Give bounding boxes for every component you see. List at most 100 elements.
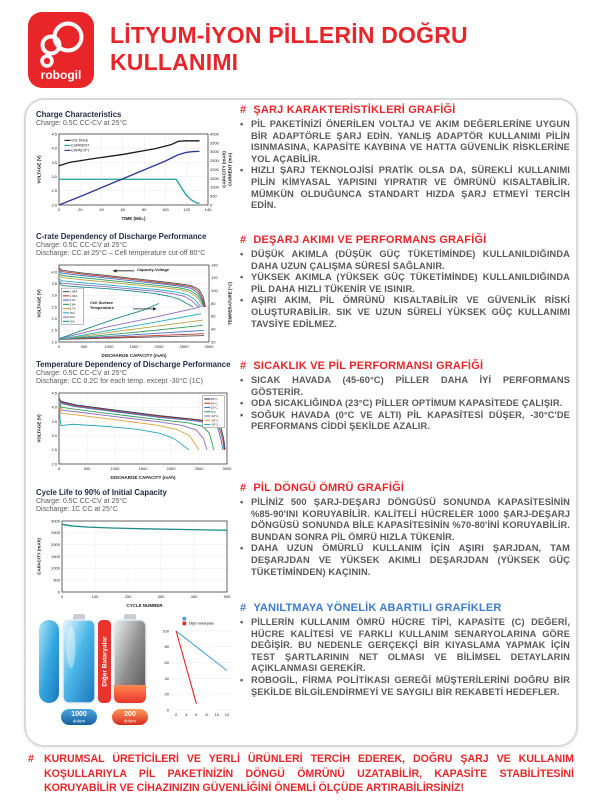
bullet-text: PİL PAKETİNİZİ ÖNERİLEN VOLTAJ VE AKIM D… [251, 119, 570, 164]
svg-text:0: 0 [61, 594, 64, 599]
svg-text:100: 100 [162, 628, 169, 633]
chart-block: C-rate Dependency of Discharge Performan… [36, 232, 234, 359]
good-battery-badge [61, 709, 97, 725]
svg-text:3000: 3000 [51, 518, 61, 523]
chart-block: Cycle Life to 90% of Initial Capacity Cha… [36, 488, 234, 609]
charge-characteristics-chart: 0 20 40 60 80 100 120 140 2.0 2.5 3.0 3.5 4.0 4.5 0 500… [37, 132, 233, 222]
svg-text:0: 0 [58, 207, 61, 212]
heading-text: PİL DÖNGÜ ÖMRÜ GRAFİĞİ [253, 482, 405, 494]
bullet-marker: • [240, 295, 244, 306]
bullet-text: AŞIRI AKIM, PİL ÖMRÜNÜ KISALTABİLİR VE G… [251, 295, 570, 329]
svg-text:2500: 2500 [195, 466, 205, 471]
bullet-list: • PİLLERİN KULLANIM ÖMRÜ HÜCRE TİPİ, KAPA… [240, 617, 570, 698]
svg-text:0°C: 0°C [211, 410, 217, 414]
svg-text:1.5: 1.5 [51, 328, 57, 333]
bad-badge-unit: dolum [124, 719, 137, 724]
svg-text:80: 80 [165, 644, 170, 649]
svg-text:25°C: 25°C [211, 406, 219, 410]
info-section: # ŞARJ KARAKTERİSTİKLERİ GRAFİĞİ • PİL PAKE… [240, 104, 570, 212]
bullet-item: • SICAK HAVADA (45-60°C) PİLLER DAHA İYİ … [240, 375, 570, 398]
bullet-marker: • [240, 375, 244, 385]
svg-text:0.58A: 0.58A [70, 290, 78, 294]
svg-text:0: 0 [58, 344, 61, 349]
battery-comparison-illustration: Diğer Bataryalar 1000 dolum 200 dolum [39, 614, 148, 725]
svg-text:4.0: 4.0 [51, 405, 57, 410]
section-heading: # ŞARJ KARAKTERİSTİKLERİ GRAFİĞİ [240, 104, 570, 116]
svg-text:15A: 15A [70, 311, 75, 315]
series-line [58, 397, 226, 450]
svg-text:1500: 1500 [51, 554, 61, 559]
svg-text:60°C: 60°C [211, 397, 219, 401]
svg-text:4.5: 4.5 [51, 390, 57, 395]
chart-subtitle: Discharge: CC 0.2C for each temp. except… [36, 378, 203, 386]
svg-text:2500: 2500 [180, 344, 190, 349]
svg-text:1000: 1000 [51, 566, 61, 571]
svg-text:Diğer Bataryalar: Diğer Bataryalar [189, 622, 215, 626]
chart-subtitle: Discharge: 1C CC at 25°C [36, 506, 118, 514]
svg-text:3.0: 3.0 [51, 433, 57, 438]
svg-text:3.5: 3.5 [51, 419, 57, 424]
series-line [58, 404, 190, 451]
svg-text:40: 40 [99, 207, 104, 212]
svg-text:0: 0 [167, 707, 170, 712]
svg-text:2: 2 [175, 712, 178, 717]
bullet-marker: • [240, 543, 244, 554]
svg-text:120: 120 [211, 275, 218, 280]
svg-text:3.5: 3.5 [51, 160, 57, 165]
info-section: # DEŞARJ AKIMI VE PERFORMANS GRAFİĞİ • DÜŞÜ… [240, 234, 570, 330]
heading-hash: # [240, 482, 247, 494]
svg-text:3.0: 3.0 [51, 174, 57, 179]
svg-text:140: 140 [205, 207, 212, 212]
bullet-item: • HIZLI ŞARJ TEKNOLOJİSİ PRATİK OLSA DA, … [240, 165, 570, 211]
svg-text:100: 100 [162, 207, 169, 212]
svg-text:20A: 20A [70, 315, 75, 319]
bad-battery-charge-level [114, 685, 146, 703]
temperature-discharge-chart: 0 500 1000 1500 2000 2500 3000 2.0 2.5 3.0 3.5 4.0 4… [37, 390, 233, 480]
c-rate-discharge-chart: 0 500 1000 1500 2000 2500 3000 1.0 1.5 2.0 2.5 3.0 3… [37, 262, 233, 358]
bullet-item: • ODA SICAKLIĞINDA (23°C) PİLLER OPTİMUM … [240, 398, 570, 410]
page-title-line2: KULLANIMI [110, 49, 239, 75]
section-heading: # DEŞARJ AKIMI VE PERFORMANS GRAFİĞİ [240, 234, 570, 246]
bad-badge-value: 200 [124, 711, 136, 718]
heading-text: DEŞARJ AKIMI VE PERFORMANS GRAFİĞİ [253, 234, 487, 246]
bullet-marker: • [240, 249, 244, 259]
chart-subtitle: Charge: 0.5C CC-CV at 25°C [36, 497, 128, 505]
bullet-text: DÜŞÜK AKIMLA (DÜŞÜK GÜÇ TÜKETİMİNDE) KUL… [251, 249, 570, 271]
chart-subtitle: Charge: 0.5C CC-CV at 25°C [36, 119, 128, 127]
series-line [61, 523, 228, 531]
series-line [58, 282, 194, 308]
svg-text:1500: 1500 [130, 344, 140, 349]
bullet-text: PİLLERİN KULLANIM ÖMRÜ HÜCRE TİPİ, KAPAS… [251, 617, 570, 674]
heading-hash: # [240, 360, 247, 372]
svg-text:VOLTAGE (V): VOLTAGE (V) [37, 155, 42, 184]
svg-text:20: 20 [211, 339, 216, 344]
comparison-mini-chart-container: 2 4 6 8 10 12 0 20 40 60 80 100 Diğer Bataryalar [160, 612, 236, 718]
series-line [58, 400, 208, 451]
svg-text:4000: 4000 [210, 132, 220, 137]
series-line [58, 272, 205, 308]
robogil-logo-icon: robogil [40, 21, 84, 82]
series-line [58, 307, 200, 340]
svg-text:4.0: 4.0 [51, 146, 57, 151]
chart-subtitle: Charge: 0.5C CC-CV at 25°C [36, 369, 128, 377]
bullet-item: • ROBOGİL, FİRMA POLİTİKASI GEREĞİ MÜŞTER… [240, 675, 570, 698]
footer-hash: # [28, 753, 34, 765]
series-line [58, 267, 206, 308]
svg-text:60: 60 [211, 314, 216, 319]
chart-subtitle: Discharge: CC at 25°C – Cell temperature… [36, 250, 206, 258]
heading-hash: # [240, 234, 247, 246]
battery-life-comparison-chart: 2 4 6 8 10 12 0 20 40 60 80 100 Diğer Bataryalar [162, 616, 232, 717]
svg-text:4.5: 4.5 [51, 132, 57, 137]
bullet-marker: • [240, 398, 244, 409]
svg-text:2.9A: 2.9A [70, 298, 76, 302]
svg-text:TIME (Min.): TIME (Min.) [122, 216, 146, 221]
svg-text:3000: 3000 [210, 149, 220, 154]
svg-text:VOLTAGE (V): VOLTAGE (V) [37, 289, 42, 318]
bullet-marker: • [240, 409, 244, 420]
series-line [58, 401, 199, 451]
info-section: # YANILTMAYA YÖNELİK ABARTILI GRAFİKLER • P… [240, 602, 570, 698]
charts-column: Diğer Bataryalar 1000 dolum 200 dolum 2 4… [36, 100, 236, 745]
bullet-text: ROBOGİL, FİRMA POLİTİKASI GEREĞİ MÜŞTERİ… [251, 674, 570, 697]
bullet-text: SOĞUK HAVADA (0°C VE ALTI) PİL KAPASİTES… [251, 409, 570, 432]
series-line [58, 278, 203, 308]
